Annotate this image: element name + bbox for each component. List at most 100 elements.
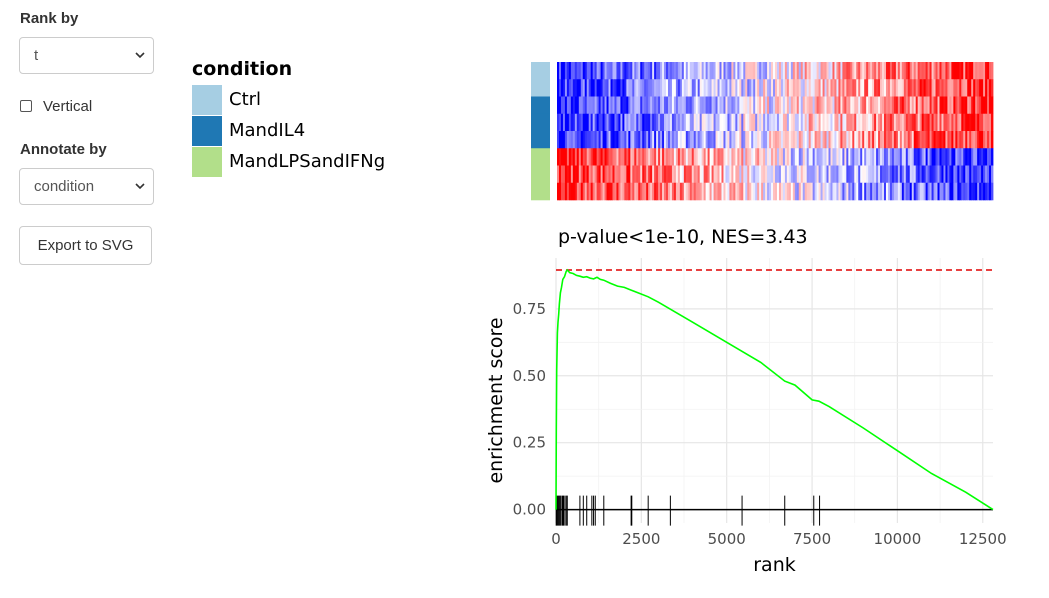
heatmap-cell [963, 182, 966, 201]
heatmap-cell [693, 182, 697, 201]
heatmap-cell [858, 131, 861, 149]
heatmap-cell [574, 182, 578, 201]
heatmap-cell [757, 131, 760, 149]
heatmap-cell [640, 79, 643, 97]
vertical-checkbox[interactable] [20, 100, 32, 112]
heatmap-cell [844, 96, 847, 115]
heatmap-cell [662, 165, 665, 184]
heatmap-cell [866, 113, 869, 132]
heatmap-cell [814, 148, 818, 166]
heatmap-cell [939, 113, 942, 132]
heatmap-cell [576, 62, 580, 80]
y-tick-label: 0.25 [513, 434, 546, 452]
heatmap-cell [939, 131, 942, 149]
heatmap-cell [626, 165, 629, 184]
heatmap-cell [741, 165, 744, 184]
heatmap-cell [757, 165, 760, 184]
heatmap-cell [703, 113, 707, 132]
heatmap-cell [616, 131, 619, 149]
heatmap-cell [689, 79, 693, 97]
heatmap-cell [695, 148, 699, 166]
heatmap-cell [767, 148, 770, 166]
heatmap-cell [576, 96, 580, 115]
heatmap-cell [596, 79, 600, 97]
x-tick-label: 0 [551, 530, 561, 548]
heatmap-cell [586, 182, 590, 201]
heatmap-cell [943, 113, 946, 132]
annotate-by-select[interactable]: condition [19, 168, 154, 205]
rank-by-select[interactable]: t [19, 37, 154, 74]
heatmap-cell [747, 148, 750, 166]
heatmap-cell [677, 62, 681, 80]
heatmap-cell [671, 148, 675, 166]
heatmap-cell [778, 113, 782, 132]
heatmap-cell [731, 131, 734, 149]
heatmap-cell [911, 79, 915, 97]
heatmap-cell [638, 113, 641, 132]
heatmap-cell [737, 113, 740, 132]
heatmap-cell [842, 62, 845, 80]
heatmap-cell [664, 148, 667, 166]
heatmap-cell [721, 113, 724, 132]
export-svg-button[interactable]: Export to SVG [19, 226, 152, 265]
heatmap-cell [634, 113, 637, 132]
heatmap-cell [564, 131, 568, 149]
heatmap-cell [707, 113, 710, 132]
heatmap-cell [834, 131, 837, 149]
heatmap-cell [685, 79, 689, 97]
heatmap-cell [868, 96, 871, 115]
heatmap-cell [919, 62, 923, 80]
heatmap-cell [887, 182, 891, 201]
heatmap-cell [905, 182, 909, 201]
heatmap-cell [979, 182, 982, 201]
heatmap-cell [654, 96, 657, 115]
heatmap-cell [568, 131, 572, 149]
heatmap-cell [703, 148, 707, 166]
heatmap-cell [846, 165, 849, 184]
heatmap-cell [790, 96, 794, 115]
heatmap-cell [872, 131, 875, 149]
heatmap-cell [729, 182, 732, 201]
heatmap-cell [735, 165, 738, 184]
heatmap-cell [991, 165, 994, 184]
heatmap-cell [778, 62, 782, 80]
heatmap-cell [572, 96, 576, 115]
heatmap-cell [788, 79, 792, 97]
heatmap-cell [784, 62, 788, 80]
heatmap-cell [987, 131, 990, 149]
heatmap-cell [848, 131, 851, 149]
heatmap-cell [792, 148, 796, 166]
heatmap-cell [933, 113, 936, 132]
heatmap-cell [780, 131, 784, 149]
heatmap-cell [808, 165, 812, 184]
heatmap-cell [658, 148, 661, 166]
heatmap-cell [822, 96, 825, 115]
heatmap-cell [979, 113, 982, 132]
heatmap-cell [566, 148, 570, 166]
heatmap-cell [911, 96, 915, 115]
heatmap-cell [576, 165, 580, 184]
heatmap-cell [834, 148, 837, 166]
heatmap-cell [919, 96, 923, 115]
heatmap-cell [695, 62, 699, 80]
heatmap-cell [662, 62, 665, 80]
heatmap-cell [842, 182, 845, 201]
heatmap-cell [935, 96, 938, 115]
heatmap-cell [729, 165, 732, 184]
heatmap-cell [656, 131, 659, 149]
heatmap-cell [887, 96, 891, 115]
heatmap-cell [757, 79, 760, 97]
heatmap-cell [671, 182, 675, 201]
heatmap-cell [975, 148, 978, 166]
heatmap-cell [775, 131, 778, 149]
heatmap-cell [975, 131, 978, 149]
heatmap-cell [654, 165, 657, 184]
heatmap-cell [604, 62, 607, 80]
heatmap-cell [800, 148, 804, 166]
heatmap-cell [608, 79, 611, 97]
heatmap-cell [743, 131, 746, 149]
heatmap-cell [566, 113, 570, 132]
heatmap-cell [618, 79, 621, 97]
heatmap-cell [824, 148, 827, 166]
heatmap-cell [634, 182, 637, 201]
